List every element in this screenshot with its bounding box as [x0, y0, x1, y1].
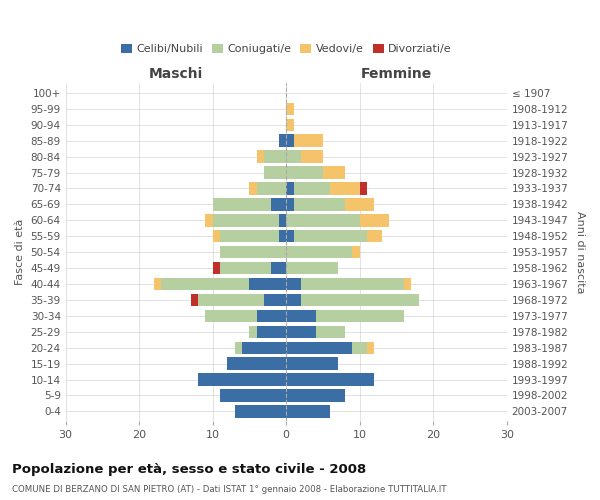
Bar: [279, 134, 286, 147]
Bar: [360, 214, 389, 226]
Bar: [257, 326, 286, 338]
Bar: [293, 182, 331, 194]
Bar: [212, 198, 271, 210]
Bar: [286, 182, 293, 194]
Bar: [286, 342, 352, 354]
Legend: Celibi/Nubili, Coniugati/e, Vedovi/e, Divorziati/e: Celibi/Nubili, Coniugati/e, Vedovi/e, Di…: [118, 42, 454, 56]
Bar: [264, 294, 286, 306]
Bar: [286, 262, 338, 274]
Bar: [257, 150, 264, 163]
Bar: [286, 198, 293, 210]
Bar: [301, 294, 419, 306]
Bar: [286, 118, 293, 131]
Bar: [286, 294, 301, 306]
Bar: [161, 278, 250, 290]
Y-axis label: Fasce di età: Fasce di età: [15, 219, 25, 286]
Bar: [235, 342, 242, 354]
Bar: [235, 405, 286, 417]
Bar: [250, 326, 257, 338]
Bar: [286, 358, 338, 370]
Bar: [279, 230, 286, 242]
Bar: [279, 214, 286, 226]
Text: Femmine: Femmine: [361, 67, 432, 81]
Bar: [286, 374, 374, 386]
Bar: [286, 102, 293, 115]
Bar: [286, 278, 301, 290]
Bar: [286, 230, 293, 242]
Bar: [404, 278, 411, 290]
Bar: [301, 150, 323, 163]
Bar: [198, 294, 264, 306]
Bar: [250, 182, 257, 194]
Bar: [286, 214, 360, 226]
Bar: [360, 182, 367, 194]
Bar: [293, 134, 323, 147]
Bar: [212, 214, 279, 226]
Bar: [286, 166, 323, 178]
Bar: [264, 150, 286, 163]
Bar: [242, 342, 286, 354]
Bar: [191, 294, 198, 306]
Bar: [367, 342, 374, 354]
Bar: [271, 198, 286, 210]
Bar: [367, 230, 382, 242]
Bar: [286, 134, 293, 147]
Bar: [198, 374, 286, 386]
Bar: [250, 278, 286, 290]
Bar: [227, 358, 286, 370]
Bar: [345, 198, 374, 210]
Bar: [286, 326, 316, 338]
Bar: [293, 198, 345, 210]
Bar: [286, 150, 301, 163]
Bar: [257, 182, 286, 194]
Text: Maschi: Maschi: [149, 67, 203, 81]
Bar: [331, 182, 360, 194]
Bar: [286, 390, 345, 402]
Bar: [286, 310, 316, 322]
Y-axis label: Anni di nascita: Anni di nascita: [575, 211, 585, 294]
Bar: [264, 166, 286, 178]
Bar: [212, 262, 220, 274]
Bar: [286, 246, 352, 258]
Bar: [205, 214, 212, 226]
Bar: [352, 342, 367, 354]
Bar: [316, 310, 404, 322]
Bar: [205, 310, 257, 322]
Bar: [257, 310, 286, 322]
Text: Popolazione per età, sesso e stato civile - 2008: Popolazione per età, sesso e stato civil…: [12, 462, 366, 475]
Bar: [154, 278, 161, 290]
Bar: [220, 390, 286, 402]
Bar: [220, 230, 279, 242]
Bar: [220, 262, 271, 274]
Bar: [323, 166, 345, 178]
Bar: [271, 262, 286, 274]
Bar: [212, 230, 220, 242]
Bar: [293, 230, 367, 242]
Bar: [316, 326, 345, 338]
Text: COMUNE DI BERZANO DI SAN PIETRO (AT) - Dati ISTAT 1° gennaio 2008 - Elaborazione: COMUNE DI BERZANO DI SAN PIETRO (AT) - D…: [12, 486, 446, 494]
Bar: [286, 405, 331, 417]
Bar: [301, 278, 404, 290]
Bar: [220, 246, 286, 258]
Bar: [352, 246, 360, 258]
